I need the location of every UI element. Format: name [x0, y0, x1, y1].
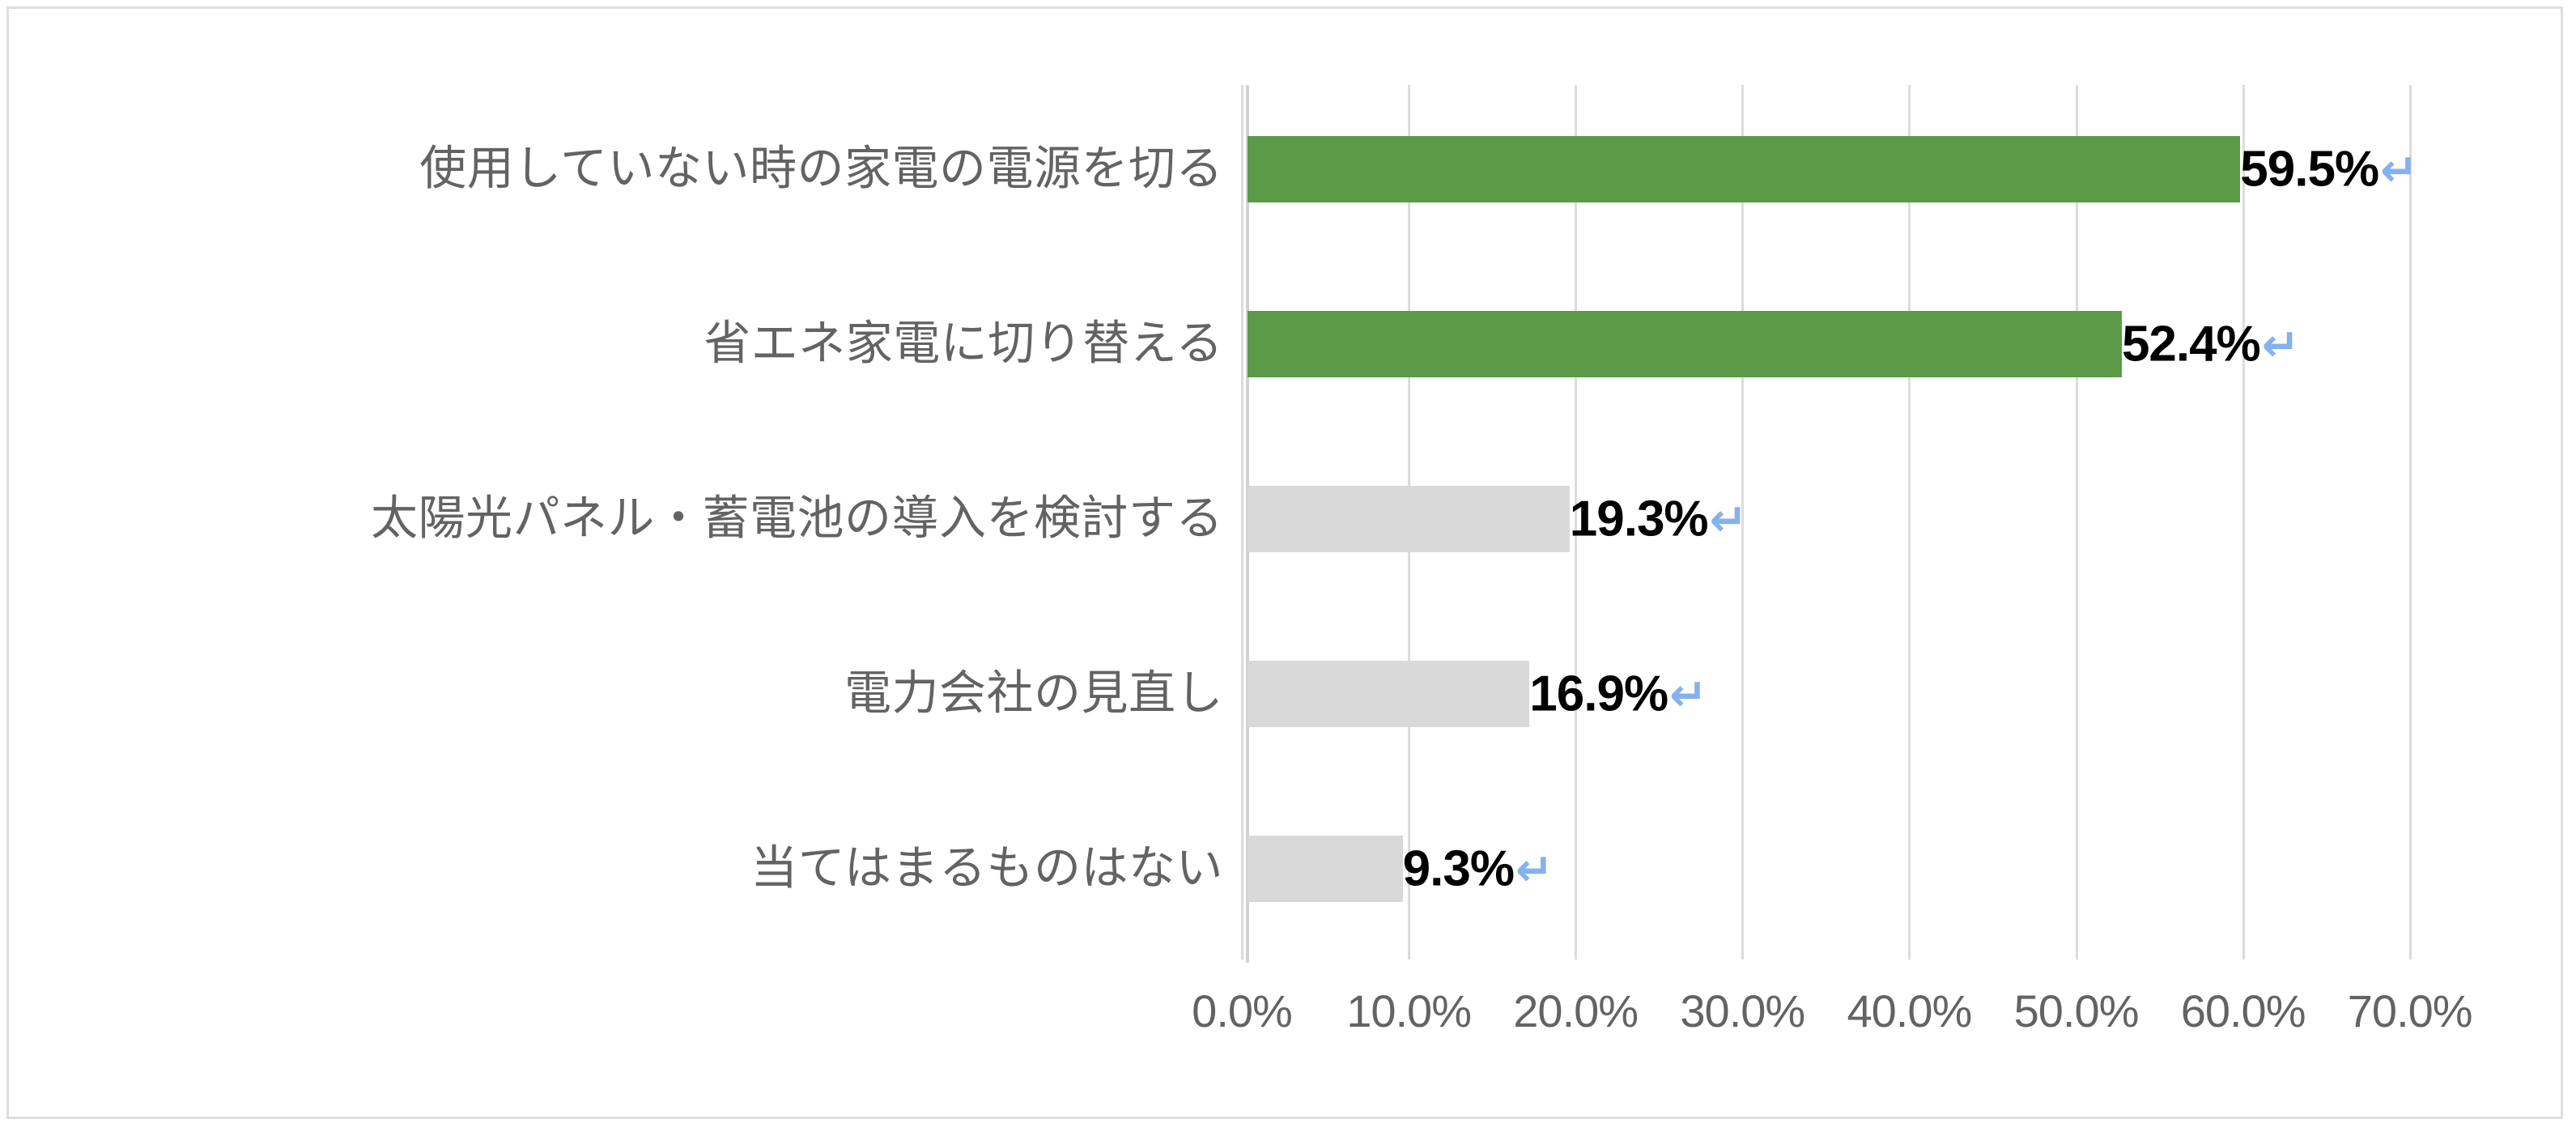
- x-tick-label: 10.0%: [1346, 985, 1472, 1036]
- x-tick-label: 0.0%: [1192, 985, 1293, 1036]
- x-tick-label: 30.0%: [1680, 985, 1805, 1036]
- chart-row: 当てはまるものはない 9.3%↵: [9, 781, 2561, 956]
- gridline: [2075, 85, 2078, 960]
- category-label: 電力会社の見直し: [844, 666, 1223, 720]
- bar-value-text: 16.9%: [1529, 666, 1668, 722]
- chart-row: 太陽光パネル・蓄電池の導入を検討する 19.3%↵: [9, 432, 2561, 606]
- gridline: [1575, 85, 1578, 960]
- bar-value-0: 59.5%↵: [2240, 141, 2418, 198]
- category-label: 太陽光パネル・蓄電池の導入を検討する: [370, 492, 1223, 545]
- paragraph-mark-icon: ↵: [1709, 494, 1748, 546]
- paragraph-mark-icon: ↵: [1669, 669, 1707, 721]
- gridline: [2242, 85, 2245, 960]
- bar-2[interactable]: [1248, 486, 1570, 552]
- bar-value-text: 52.4%: [2121, 316, 2261, 372]
- paragraph-mark-icon: ↵: [2380, 144, 2418, 196]
- bar-value-4: 9.3%↵: [1402, 840, 1554, 898]
- gridline: [1241, 85, 1243, 960]
- category-label: 当てはまるものはない: [750, 841, 1223, 895]
- chart-row: 電力会社の見直し 16.9%↵: [9, 606, 2561, 781]
- category-label: 使用していない時の家電の電源を切る: [419, 142, 1223, 195]
- bar-value-2: 19.3%↵: [1569, 491, 1748, 548]
- bar-0[interactable]: [1248, 136, 2241, 202]
- chart-card: 使用していない時の家電の電源を切る 59.5%↵ 省エネ家電に切り替える 52.…: [6, 6, 2563, 1119]
- x-tick-label: 70.0%: [2347, 985, 2473, 1036]
- bar-3[interactable]: [1248, 661, 1530, 727]
- gridline: [1741, 85, 1745, 960]
- bar-value-1: 52.4%↵: [2121, 316, 2300, 373]
- bar-1[interactable]: [1248, 311, 2122, 377]
- x-axis-tick-labels: 0.0% 10.0% 20.0% 30.0% 40.0% 50.0% 60.0% 70.0%: [9, 985, 2561, 1058]
- bar-value-text: 59.5%: [2240, 141, 2379, 198]
- gridline: [2408, 85, 2412, 960]
- paragraph-mark-icon: ↵: [2261, 319, 2300, 371]
- x-tick-label: 20.0%: [1513, 985, 1639, 1036]
- chart-row: 省エネ家電に切り替える 52.4%↵: [9, 257, 2561, 432]
- paragraph-mark-icon: ↵: [1515, 844, 1554, 896]
- bar-value-text: 19.3%: [1569, 491, 1709, 547]
- bar-value-3: 16.9%↵: [1529, 666, 1707, 723]
- bar-4[interactable]: [1248, 836, 1403, 902]
- chart-plot-area: 使用していない時の家電の電源を切る 59.5%↵ 省エネ家電に切り替える 52.…: [9, 9, 2561, 1117]
- gridline: [1908, 85, 1911, 960]
- chart-row: 使用していない時の家電の電源を切る 59.5%↵: [9, 82, 2561, 257]
- x-tick-label: 50.0%: [2013, 985, 2140, 1036]
- x-tick-label: 60.0%: [2180, 985, 2306, 1036]
- bar-value-text: 9.3%: [1402, 840, 1515, 897]
- category-label: 省エネ家電に切り替える: [704, 317, 1223, 370]
- x-tick-label: 40.0%: [1847, 985, 1972, 1036]
